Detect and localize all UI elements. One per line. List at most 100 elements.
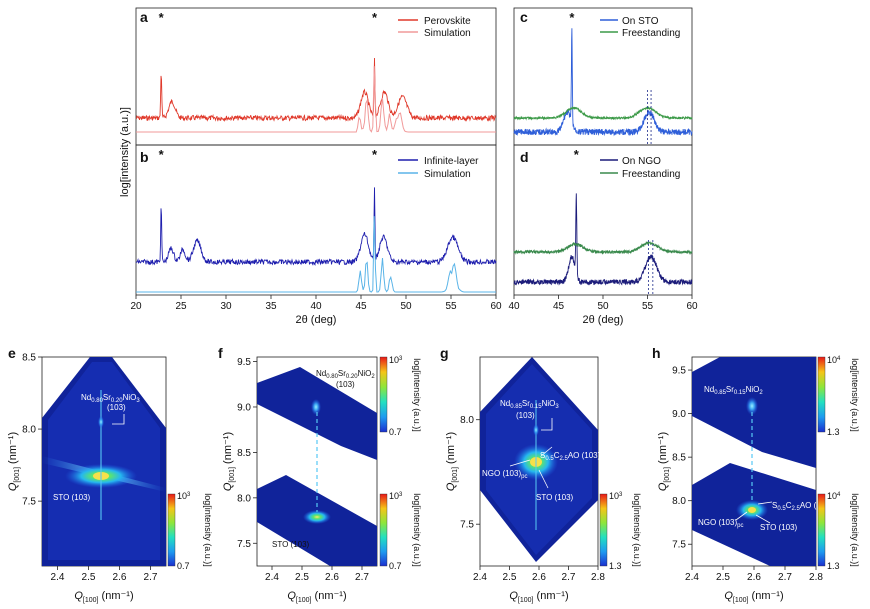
panel-e-axes: 2.4 2.5 2.6 2.7 7.5 8.0 8.5 Q[100] (nm⁻¹) Q[001]…	[7, 353, 158, 605]
panel-f-letter: f	[218, 345, 223, 361]
xtick-label-f-2.6: 2.6	[325, 572, 339, 583]
panel-b-xlabel: 2θ (deg)	[296, 314, 337, 326]
xtick-label-f-2.4: 2.4	[265, 572, 279, 583]
panel-d-frame	[513, 144, 693, 296]
xtick-label-e-2.5: 2.5	[82, 572, 96, 583]
ytick-label-e-8.5: 8.5	[22, 353, 36, 364]
panel-h-spot-core	[748, 507, 756, 513]
panel-b-letter: b	[140, 149, 149, 165]
panel-g-spot-film	[533, 424, 539, 436]
xlabel-f: Q[100] (nm⁻¹)	[287, 590, 346, 604]
xtick-label-d-55: 55	[642, 301, 654, 312]
ytick-label-f-9.5: 9.5	[237, 357, 251, 368]
panel-e-map-noise	[48, 362, 160, 560]
panel-f-spot-film	[311, 399, 321, 415]
panel-h-letter: h	[652, 345, 661, 361]
xlabel-g: Q[100] (nm⁻¹)	[509, 590, 568, 604]
panel-a-series	[135, 57, 497, 133]
panel-g: g Nd0.85Sr0.15NiO3 (103) S0.5C2.5AO (103…	[440, 345, 642, 604]
xtick-label-b-25: 25	[175, 301, 187, 312]
ytick-label-h-9.0: 9.0	[672, 409, 686, 420]
panel-h-cbb-min: 1.3	[827, 561, 840, 571]
panel-g-sub-label: STO (103)	[536, 493, 574, 502]
panel-f-axes: 2.4 2.5 2.6 2.7 7.5 8.0 8.5 9.0 9.5 Q[100] (nm⁻¹)…	[222, 357, 369, 604]
ytick-label-h-8.0: 8.0	[672, 496, 686, 507]
panel-h-spot-film	[746, 397, 758, 415]
panel-h-sub-arrow	[755, 514, 771, 524]
panel-f-film-label: Nd0.80Sr0.20NiO2	[316, 369, 375, 380]
xtick-label-f-2.5: 2.5	[295, 572, 309, 583]
ytick-label-f-8.0: 8.0	[237, 493, 251, 504]
panel-a-letter: a	[140, 9, 148, 25]
series-a-0	[135, 57, 497, 123]
panel-f-film-label-2: (103)	[336, 380, 355, 389]
xtick-label-h-2.4: 2.4	[685, 572, 699, 583]
xtick-label-h-2.6: 2.6	[747, 572, 761, 583]
panel-g-ngo-label: NGO (103)pc	[482, 469, 527, 480]
xtick-label-b-45: 45	[355, 301, 367, 312]
xtick-label-h-2.5: 2.5	[716, 572, 730, 583]
panel-h-sac-arrow	[757, 501, 773, 505]
panel-d-stars: *	[574, 147, 654, 295]
xtick-label-h-2.7: 2.7	[778, 572, 792, 583]
series-c-1	[513, 105, 693, 121]
xtick-label-e-2.6: 2.6	[113, 572, 127, 583]
panel-b-frame	[135, 144, 497, 296]
peak-star-d-0: *	[574, 147, 580, 162]
panel-e-cb-max: 103	[177, 491, 191, 501]
ylabel-f: Q[001] (nm⁻¹)	[222, 432, 236, 491]
panel-e: e Nd0.80Sr0.20NiO3 (103) STO (103) 2.4 2.…	[7, 345, 213, 604]
panel-h-film-label: Nd0.85Sr0.15NiO2	[704, 385, 763, 396]
legend-d0: On NGO	[622, 156, 661, 167]
panel-b: b * * Infinite-layer Simulation 20 25 30 35 4…	[130, 144, 502, 326]
panel-h-cbb-label: log[intensity (a.u.)]	[850, 493, 860, 567]
xtick-label-b-35: 35	[265, 301, 277, 312]
ylabel-g: Q[001] (nm⁻¹)	[445, 432, 459, 491]
panel-g-cb-label: log[intensity (a.u.)]	[632, 493, 642, 567]
panel-g-film-arrow	[541, 418, 553, 431]
xtick-label-d-40: 40	[508, 301, 520, 312]
ytick-label-h-7.5: 7.5	[672, 540, 686, 551]
xtick-label-b-55: 55	[445, 301, 457, 312]
legend-c0: On STO	[622, 16, 659, 27]
panel-c-letter: c	[520, 9, 528, 25]
ylabel-e: Q[001] (nm⁻¹)	[7, 432, 21, 491]
panel-g-sac-arrow	[540, 446, 553, 457]
panel-h-ngo-label: NGO (103)pc	[698, 518, 743, 529]
xtick-label-b-20: 20	[130, 301, 142, 312]
panel-e-cb-label: log[intensity (a.u.)]	[203, 493, 213, 567]
panel-g-letter: g	[440, 345, 449, 361]
panel-f-cbb-min: 0.7	[389, 561, 402, 571]
xtick-label-d-50: 50	[597, 301, 609, 312]
peak-star-a-0: *	[159, 10, 165, 25]
ytick-label-h-8.5: 8.5	[672, 453, 686, 464]
legend-d1: Freestanding	[622, 169, 680, 180]
peak-star-b-1: *	[372, 147, 378, 162]
panel-g-ngo-arrow	[509, 459, 531, 467]
panel-a-stars: * *	[159, 10, 378, 25]
panel-g-film-label: Nd0.85Sr0.15NiO3	[500, 399, 559, 410]
panel-a: a * * Perovskite Simulation	[135, 7, 497, 146]
xtick-label-g-2.7: 2.7	[562, 572, 576, 583]
ytick-label-f-8.5: 8.5	[237, 448, 251, 459]
panel-g-sac-label: S0.5C2.5AO (103)	[540, 451, 601, 462]
legend-c1: Freestanding	[622, 28, 680, 39]
legend-a1: Simulation	[424, 28, 471, 39]
panel-c: c * On STO Freestanding	[513, 7, 693, 146]
series-d-0	[513, 193, 693, 286]
ylabel-h: Q[001] (nm⁻¹)	[657, 432, 671, 491]
peak-star-c-0: *	[569, 10, 575, 25]
panel-f-colorbar-bot	[379, 493, 388, 567]
panel-h-sub-label: STO (103)	[760, 523, 798, 532]
panel-f-cbb-max: 103	[389, 491, 403, 501]
xlabel-e: Q[100] (nm⁻¹)	[74, 590, 133, 604]
series-a-1	[136, 66, 496, 133]
panel-d-xlabel: 2θ (deg)	[583, 314, 624, 326]
panel-f-colorbar-top	[379, 356, 388, 433]
panel-h-colorbar-top	[817, 356, 826, 433]
xtick-label-d-45: 45	[553, 301, 565, 312]
panel-g-sub-arrow	[538, 469, 549, 489]
panel-f-spot-sub	[303, 510, 331, 524]
panel-d-xticks: 40 45 50 55 60	[508, 295, 698, 312]
panel-d: d * On NGO Freestanding 40 45 50 55 60 2θ (d…	[508, 144, 698, 326]
